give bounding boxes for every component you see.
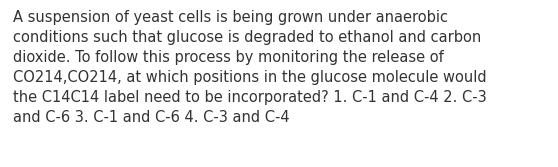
Text: A suspension of yeast cells is being grown under anaerobic
conditions such that : A suspension of yeast cells is being gro… bbox=[13, 10, 487, 125]
